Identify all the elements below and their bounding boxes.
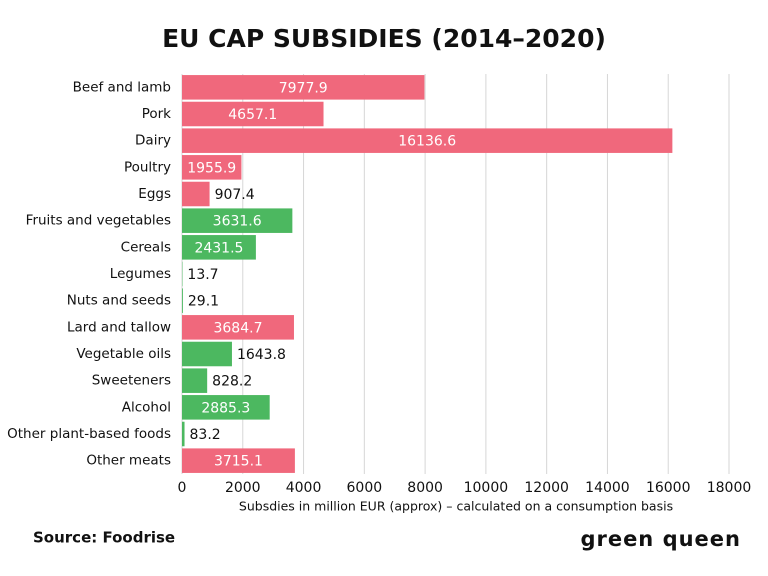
bar xyxy=(182,395,270,420)
x-tick-label: 4000 xyxy=(286,480,322,496)
x-tick-label: 14000 xyxy=(585,480,630,496)
value-label: 828.2 xyxy=(212,374,252,390)
bar xyxy=(182,128,673,153)
value-label: 3684.7 xyxy=(213,320,262,336)
bar xyxy=(182,235,256,260)
bar xyxy=(182,288,183,313)
y-tick-label: Pork xyxy=(142,106,171,122)
value-label: 1955.9 xyxy=(187,160,236,176)
bar xyxy=(182,421,185,447)
value-label: 4657.1 xyxy=(228,107,277,123)
y-tick-label: Cereals xyxy=(121,239,171,255)
x-tick-label: 6000 xyxy=(347,480,383,496)
value-label: 13.7 xyxy=(187,267,218,283)
x-tick-label: 2000 xyxy=(225,480,261,496)
x-axis-label: Subsdies in million EUR (approx) – calcu… xyxy=(239,499,673,514)
y-tick-label: Beef and lamb xyxy=(73,79,171,95)
y-tick-label: Dairy xyxy=(135,133,171,149)
x-tick-label: 0 xyxy=(178,480,187,496)
value-label: 2431.5 xyxy=(194,240,243,256)
y-tick-label: Sweeteners xyxy=(92,373,171,389)
y-tick-label: Fruits and vegetables xyxy=(26,213,171,229)
x-tick-label: 8000 xyxy=(407,480,443,496)
value-label: 1643.8 xyxy=(237,347,286,363)
bar xyxy=(182,155,242,180)
y-tick-label: Poultry xyxy=(124,159,171,175)
y-tick-label: Eggs xyxy=(138,186,171,202)
value-label: 907.4 xyxy=(215,187,255,203)
chart-title: EU CAP SUBSIDIES (2014–2020) xyxy=(162,24,606,53)
y-tick-label: Alcohol xyxy=(122,399,171,415)
bar xyxy=(182,101,324,127)
x-tick-label: 10000 xyxy=(464,480,509,496)
bar xyxy=(182,75,425,100)
x-tick-label: 16000 xyxy=(646,480,691,496)
value-label: 29.1 xyxy=(188,294,219,310)
value-label: 83.2 xyxy=(190,427,221,443)
x-tick-label: 12000 xyxy=(524,480,569,496)
value-label: 2885.3 xyxy=(201,400,250,416)
bar xyxy=(182,208,293,233)
y-tick-label: Nuts and seeds xyxy=(67,293,171,309)
brand: green queen xyxy=(580,527,741,551)
bar xyxy=(182,368,208,393)
y-tick-label: Legumes xyxy=(110,266,171,282)
value-label: 3715.1 xyxy=(214,454,263,470)
value-label: 7977.9 xyxy=(279,80,328,96)
bar xyxy=(182,181,210,207)
bar xyxy=(182,341,232,367)
y-tick-label: Vegetable oils xyxy=(76,346,171,362)
y-tick-label: Lard and tallow xyxy=(67,319,171,335)
value-label: 16136.6 xyxy=(398,134,456,150)
bar xyxy=(182,315,294,340)
y-tick-label: Other plant-based foods xyxy=(7,426,171,442)
source: Source: Foodrise xyxy=(33,529,175,547)
bar xyxy=(182,448,295,473)
value-label: 3631.6 xyxy=(213,214,262,230)
x-tick-label: 18000 xyxy=(707,480,752,496)
y-tick-label: Other meats xyxy=(86,453,171,469)
